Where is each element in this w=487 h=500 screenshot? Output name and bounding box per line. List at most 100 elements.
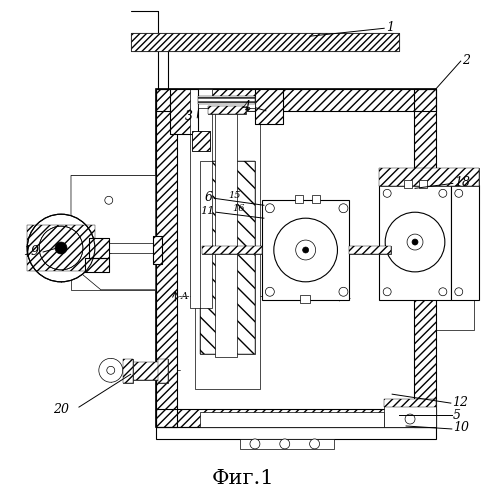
Bar xyxy=(89,238,109,258)
Bar xyxy=(379,186,451,300)
Bar xyxy=(170,89,198,134)
Bar xyxy=(85,258,109,272)
Circle shape xyxy=(105,196,113,204)
Circle shape xyxy=(39,226,83,270)
Bar xyxy=(404,180,412,188)
Bar xyxy=(158,360,169,383)
Circle shape xyxy=(280,439,290,449)
Bar xyxy=(152,236,163,264)
Bar xyxy=(208,106,246,114)
Bar xyxy=(202,246,262,254)
Bar xyxy=(202,246,262,254)
Bar xyxy=(295,196,302,203)
Circle shape xyxy=(107,366,115,374)
Text: 19: 19 xyxy=(23,246,39,258)
Text: А: А xyxy=(180,292,187,301)
Bar xyxy=(300,294,310,302)
Text: 15: 15 xyxy=(228,191,241,200)
Bar xyxy=(200,160,255,354)
Text: 16: 16 xyxy=(232,204,244,212)
Bar xyxy=(451,186,479,300)
Circle shape xyxy=(265,204,274,212)
Text: 1: 1 xyxy=(386,21,394,34)
Circle shape xyxy=(383,288,391,296)
Circle shape xyxy=(439,288,447,296)
Bar xyxy=(190,89,212,308)
Bar xyxy=(131,362,161,380)
Circle shape xyxy=(339,204,348,212)
Circle shape xyxy=(105,246,113,254)
Bar xyxy=(419,180,427,188)
Bar xyxy=(155,89,436,111)
Bar xyxy=(255,89,283,124)
Bar xyxy=(215,109,237,358)
Bar xyxy=(131,33,399,51)
Bar xyxy=(436,240,474,290)
Bar xyxy=(255,89,283,124)
Circle shape xyxy=(385,212,445,272)
Bar xyxy=(155,89,177,427)
Bar xyxy=(379,168,479,186)
Bar xyxy=(192,130,210,150)
Bar xyxy=(131,33,399,51)
Circle shape xyxy=(407,234,423,250)
Text: Фиг.1: Фиг.1 xyxy=(212,469,274,488)
Circle shape xyxy=(296,240,316,260)
Text: 3: 3 xyxy=(185,110,193,124)
Circle shape xyxy=(439,190,447,198)
Bar xyxy=(198,96,255,104)
Bar xyxy=(240,439,335,449)
Circle shape xyxy=(302,247,309,253)
Bar xyxy=(109,243,158,253)
Bar xyxy=(155,427,436,439)
Text: 12: 12 xyxy=(452,396,468,408)
Text: 2: 2 xyxy=(462,54,470,66)
Bar xyxy=(312,196,319,203)
Bar xyxy=(155,409,436,427)
Bar xyxy=(27,225,95,271)
Circle shape xyxy=(455,288,463,296)
Bar xyxy=(384,399,436,407)
Bar xyxy=(379,168,479,186)
Circle shape xyxy=(55,242,67,254)
Circle shape xyxy=(310,439,319,449)
Circle shape xyxy=(412,239,418,245)
Bar xyxy=(155,89,436,111)
Circle shape xyxy=(27,214,95,282)
Bar xyxy=(195,111,260,389)
Bar xyxy=(414,89,436,427)
Bar xyxy=(85,258,109,272)
Bar xyxy=(198,96,255,108)
Bar xyxy=(349,246,391,254)
Circle shape xyxy=(274,218,337,282)
Bar xyxy=(155,409,436,427)
Circle shape xyxy=(383,190,391,198)
Bar xyxy=(89,238,109,258)
Bar xyxy=(123,360,132,383)
Polygon shape xyxy=(71,176,155,290)
Text: 20: 20 xyxy=(53,402,69,415)
Circle shape xyxy=(405,414,415,424)
Bar xyxy=(152,236,163,264)
Text: 6: 6 xyxy=(204,191,212,204)
Bar xyxy=(200,160,255,354)
Bar xyxy=(192,130,210,150)
Text: 10: 10 xyxy=(453,422,469,434)
Bar xyxy=(123,360,132,383)
Circle shape xyxy=(99,358,123,382)
Circle shape xyxy=(265,288,274,296)
Bar xyxy=(170,89,198,134)
Text: 11: 11 xyxy=(200,206,214,216)
Bar xyxy=(262,200,349,300)
Circle shape xyxy=(455,190,463,198)
Circle shape xyxy=(339,288,348,296)
Bar xyxy=(384,399,436,427)
Text: 5: 5 xyxy=(453,408,461,422)
Bar xyxy=(349,246,391,254)
Bar xyxy=(436,200,474,330)
Circle shape xyxy=(250,439,260,449)
Bar xyxy=(158,360,169,383)
Bar xyxy=(155,89,177,427)
Text: 4: 4 xyxy=(242,100,250,114)
Bar xyxy=(71,176,161,290)
